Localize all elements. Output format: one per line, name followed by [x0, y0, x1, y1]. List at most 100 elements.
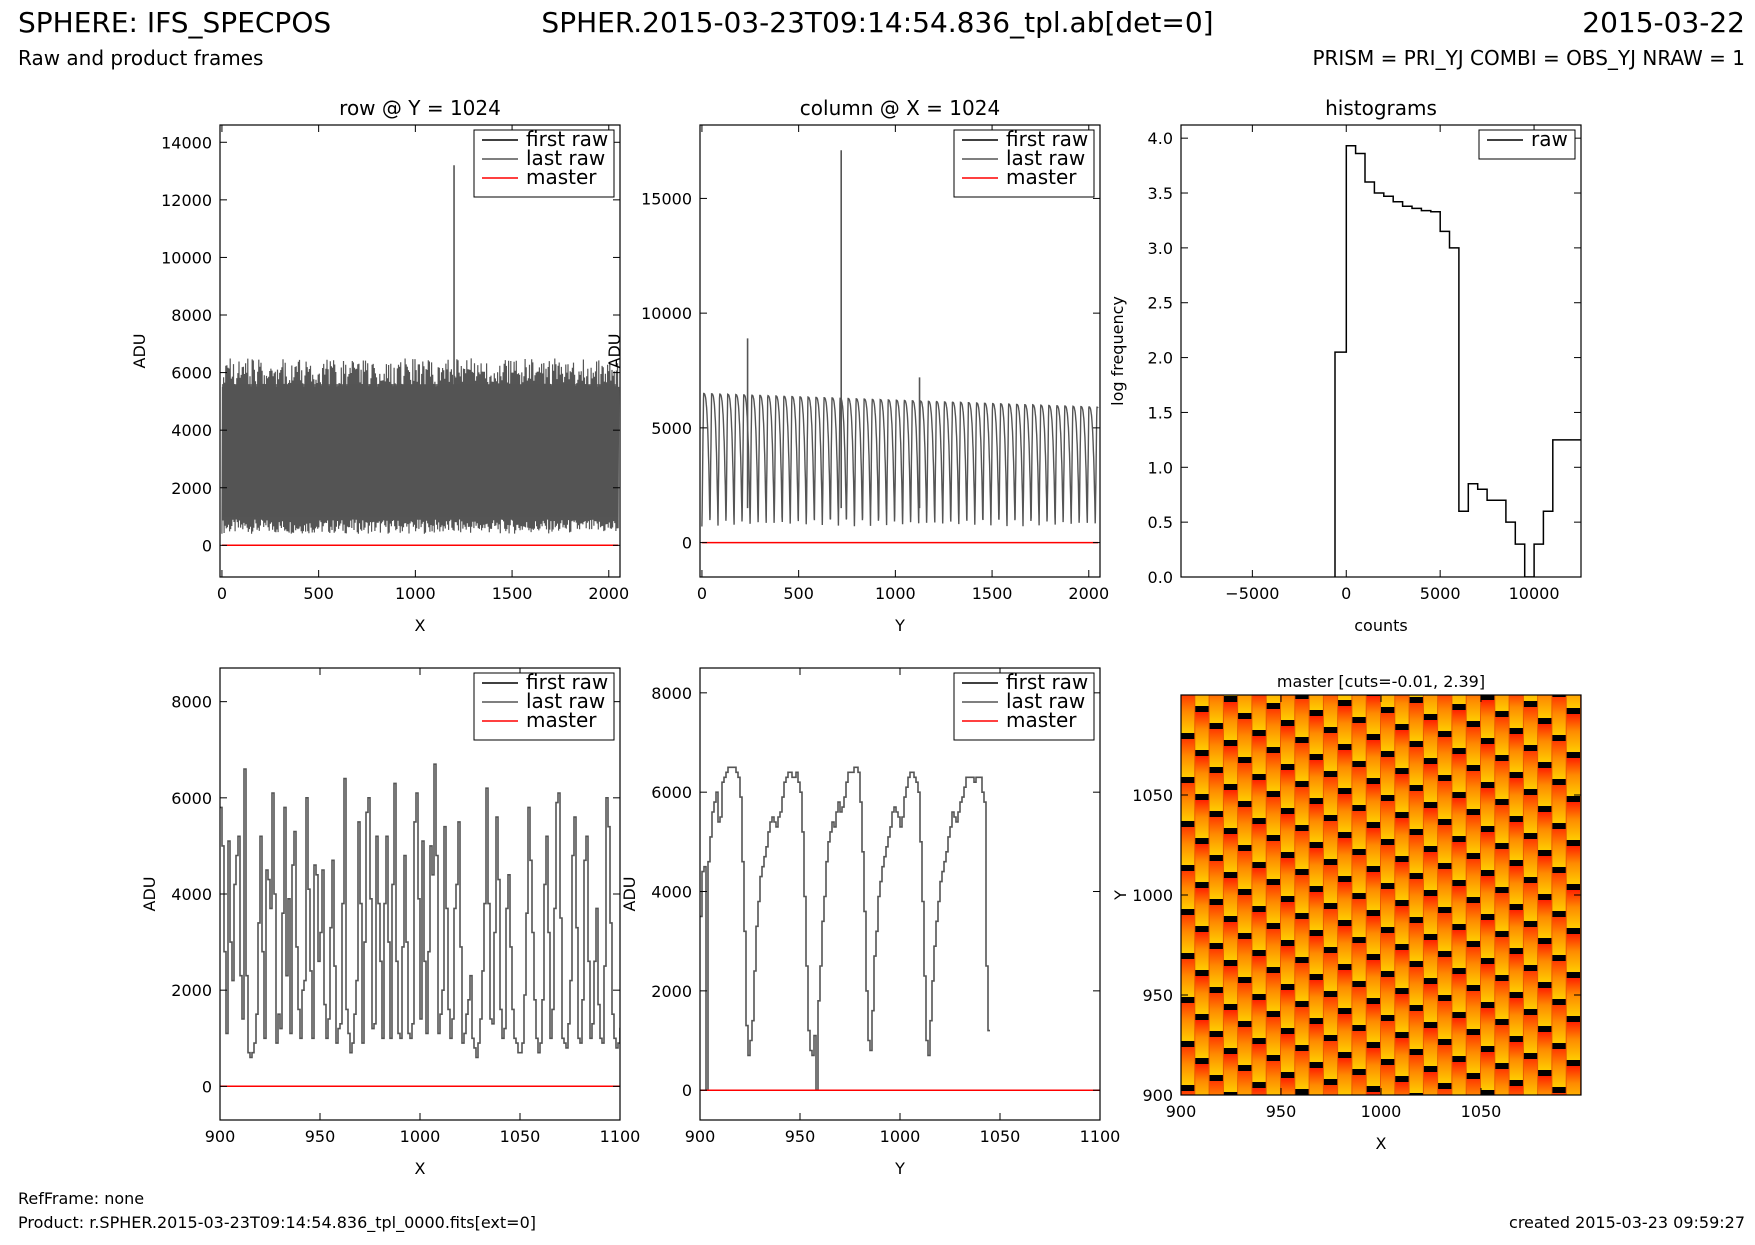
heatmap-gap [1252, 1126, 1265, 1132]
y-tick-label: 5000 [651, 419, 692, 438]
x-axis-label: X [415, 616, 426, 635]
series-last-raw [700, 766, 990, 1091]
heatmap-cell [1466, 859, 1480, 897]
heatmap-cell [1366, 960, 1380, 998]
heatmap-cell [1238, 1071, 1252, 1095]
heatmap-gap [1523, 921, 1538, 927]
heatmap-cell [1366, 916, 1380, 954]
y-tick-label: 6000 [171, 789, 212, 808]
heatmap-cell [1452, 695, 1466, 704]
heatmap-cell [1352, 943, 1366, 981]
heatmap-cell [1438, 781, 1452, 819]
heatmap-cell [1281, 858, 1295, 896]
heatmap-gap [1181, 689, 1194, 695]
heatmap-cell [1381, 801, 1395, 839]
heatmap-cell [1223, 834, 1238, 872]
heatmap-cell [1323, 821, 1338, 859]
x-tick-label: 1000 [1361, 1102, 1402, 1121]
heatmap-gap [1195, 838, 1209, 844]
heatmap-cell [1523, 883, 1538, 921]
x-axis-label: Y [894, 616, 905, 635]
heatmap-gap [1238, 1021, 1252, 1027]
y-axis-label: ADU [140, 877, 159, 912]
heatmap-cell [1195, 1064, 1209, 1095]
heatmap-gap [1266, 879, 1280, 885]
heatmap-cell [1438, 1089, 1452, 1095]
heatmap-cell [1238, 695, 1252, 713]
heatmap-cell [1566, 978, 1580, 1016]
heatmap-gap [1538, 1070, 1552, 1076]
heatmap-cell [1509, 1086, 1523, 1095]
heatmap-gap [1209, 987, 1223, 993]
heatmap-gap [1495, 1063, 1509, 1069]
heatmap-cell [1366, 696, 1380, 734]
heatmap-gap [1509, 728, 1523, 734]
heatmap-cell [1366, 740, 1380, 778]
heatmap-gap [1395, 1032, 1409, 1038]
heatmap-cell [1266, 885, 1280, 923]
heatmap-cell [1309, 695, 1323, 710]
heatmap-cell [1238, 939, 1252, 977]
heatmap-gap [1195, 706, 1209, 712]
y-tick-label: 10000 [161, 248, 212, 267]
heatmap-cell [1523, 795, 1538, 833]
heatmap-gap [1495, 755, 1509, 761]
x-axis-label: counts [1354, 616, 1407, 635]
heatmap-gap [1452, 1056, 1466, 1062]
heatmap-gap [1366, 1042, 1380, 1048]
heatmap-gap [1523, 1009, 1538, 1015]
heatmap-gap [1252, 1038, 1266, 1044]
heatmap-cell [1481, 700, 1495, 738]
x-tick-label: 950 [1266, 1102, 1297, 1121]
heatmap-cell [1438, 957, 1452, 995]
heatmap-gap [1538, 1114, 1551, 1120]
heatmap-gap [1452, 748, 1466, 754]
heatmap-gap [1509, 816, 1523, 822]
heatmap-gap [1352, 937, 1366, 943]
heatmap-gap [1381, 883, 1395, 889]
chart-title: master [cuts=-0.01, 2.39] [1277, 672, 1485, 691]
heatmap-cell [1381, 757, 1395, 795]
heatmap-cell [1309, 848, 1323, 886]
heatmap-cell [1366, 828, 1380, 866]
heatmap-cell [1352, 767, 1366, 805]
plot-body [1181, 689, 1581, 1135]
heatmap-gap [1495, 887, 1509, 893]
heatmap-gap [1195, 794, 1209, 800]
heatmap-cell [1295, 699, 1309, 737]
heatmap-cell [1395, 862, 1409, 900]
heatmap-gap [1181, 1129, 1194, 1135]
heatmap-gap [1266, 1011, 1280, 1017]
heatmap-cell [1238, 983, 1252, 1021]
heatmap-gap [1495, 931, 1509, 937]
y-tick-label: 6000 [651, 783, 692, 802]
heatmap-cell [1352, 1031, 1366, 1069]
heatmap-gap [1523, 877, 1538, 883]
heatmap-cell [1323, 1041, 1338, 1079]
heatmap-cell [1195, 695, 1209, 706]
heatmap-gap [1338, 964, 1352, 970]
heatmap-gap [1524, 1097, 1537, 1103]
heatmap-gap [1566, 752, 1580, 758]
heatmap-gap [1552, 999, 1566, 1005]
heatmap-gap [1438, 863, 1452, 869]
heatmap-cell [1481, 1052, 1495, 1090]
y-tick-label: 3.0 [1148, 239, 1173, 258]
heatmap-cell [1323, 909, 1338, 947]
heatmap-gap [1495, 711, 1509, 717]
heatmap-cell [1566, 758, 1580, 796]
x-axis-label: Y [894, 1159, 905, 1178]
heatmap-gap [1209, 1075, 1223, 1081]
heatmap-cell [1195, 712, 1209, 750]
heatmap-cell [1266, 797, 1280, 835]
heatmap-cell [1309, 1068, 1323, 1095]
heatmap-gap [1381, 971, 1395, 977]
heatmap-gap [1566, 928, 1580, 934]
heatmap-cell [1295, 831, 1309, 869]
x-tick-label: −5000 [1225, 584, 1279, 603]
legend-label: first raw [526, 127, 608, 151]
heatmap-gap [1181, 953, 1195, 959]
heatmap-gap [1352, 805, 1366, 811]
